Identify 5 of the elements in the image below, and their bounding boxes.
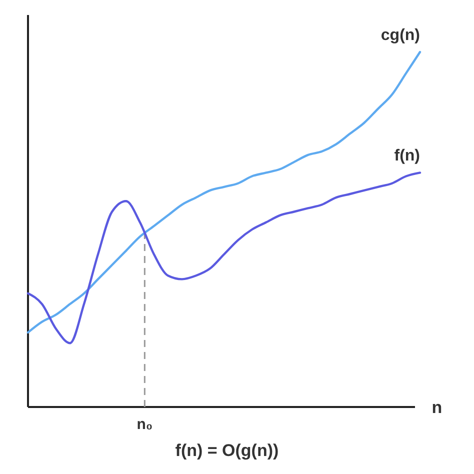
series-label: cg(n) (380, 27, 420, 44)
series-label: f(n) (394, 148, 420, 165)
x-axis-title: n (432, 398, 442, 417)
text: f(n) = O(g(n)) (175, 441, 279, 460)
text: n₀ (136, 416, 153, 433)
